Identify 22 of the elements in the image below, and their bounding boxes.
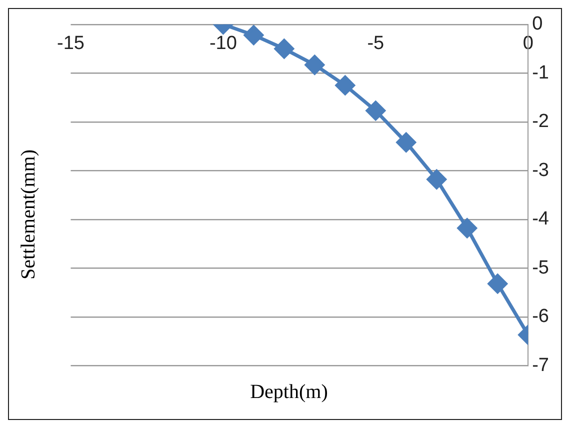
x-tick-label: -5 <box>367 33 384 54</box>
point <box>366 100 386 120</box>
y-tick-label: -4 <box>532 208 550 230</box>
y-axis-title: Settlement(mm) <box>18 149 40 279</box>
y-tick-label: -2 <box>532 111 550 132</box>
x-tick-label: -15 <box>56 33 84 54</box>
y-tick-label: -7 <box>532 354 550 376</box>
y-tick-label: -5 <box>532 257 550 278</box>
x-axis-title: Depth(m) <box>249 381 329 404</box>
y-tick-label: -3 <box>532 160 550 181</box>
x-tick-label: -10 <box>209 33 237 54</box>
point <box>244 25 264 45</box>
point <box>396 132 416 152</box>
point <box>457 218 477 238</box>
point <box>274 39 294 59</box>
y-tick-label: -6 <box>532 306 550 328</box>
y-tick-label: -1 <box>532 62 550 84</box>
point <box>426 170 446 190</box>
point <box>335 76 355 96</box>
y-tick-label: 0 <box>532 14 543 35</box>
point <box>488 274 508 294</box>
point <box>304 55 324 75</box>
